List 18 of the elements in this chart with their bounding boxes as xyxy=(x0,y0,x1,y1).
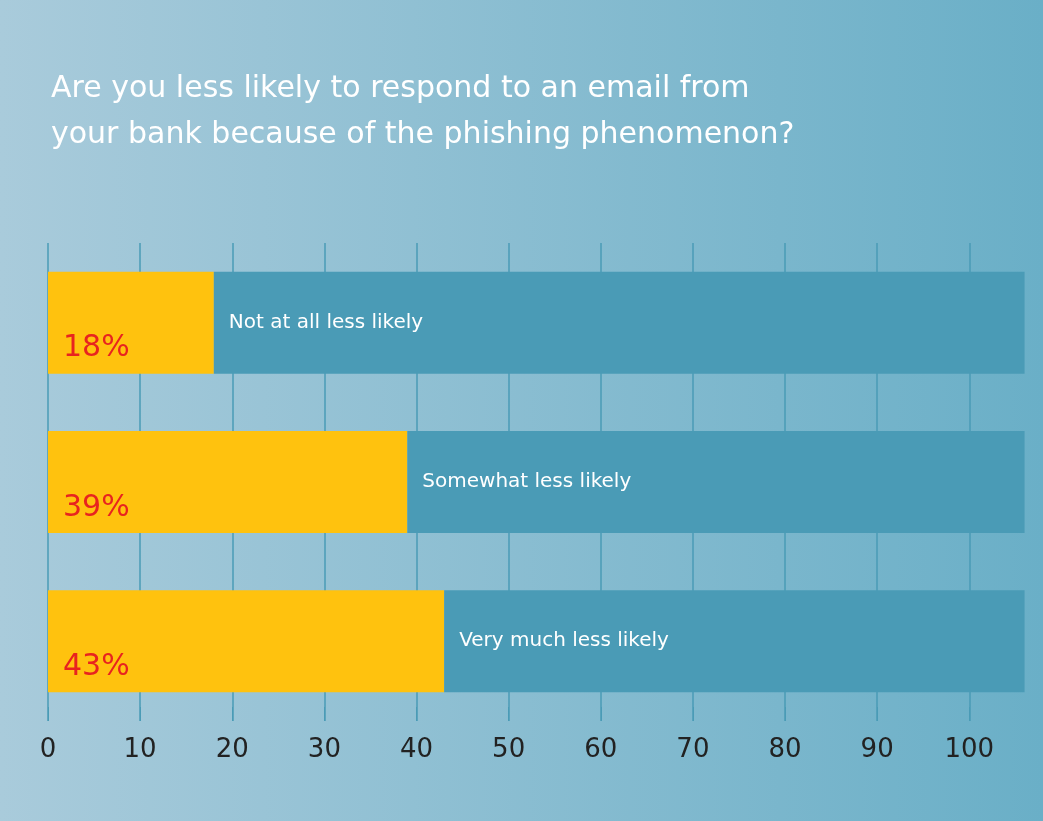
x-tick-label: 90 xyxy=(860,733,894,763)
data-label: 39% xyxy=(63,487,130,523)
x-tick-label: 20 xyxy=(215,733,249,763)
data-label: 18% xyxy=(63,328,130,364)
y-tick-label: Very much less likely xyxy=(459,627,670,652)
chart-title: Are you less likely to respond to an email from your bank because of the phishing phenomenon? xyxy=(51,68,795,150)
x-tick-label: 0 xyxy=(39,733,57,763)
x-tick-label: 80 xyxy=(768,733,802,763)
y-tick-label: Somewhat less likely xyxy=(422,468,632,492)
x-tick-label: 100 xyxy=(944,733,995,763)
x-tick-label: 50 xyxy=(492,733,526,763)
x-tick-label: 70 xyxy=(676,733,710,763)
x-tick-label: 30 xyxy=(307,733,341,763)
x-tick-label: 60 xyxy=(584,733,618,763)
y-tick-label: Not at all less likely xyxy=(228,308,424,333)
x-tick-label: 10 xyxy=(123,733,157,763)
data-label: 43% xyxy=(63,646,130,682)
x-tick-label: 40 xyxy=(399,733,434,763)
